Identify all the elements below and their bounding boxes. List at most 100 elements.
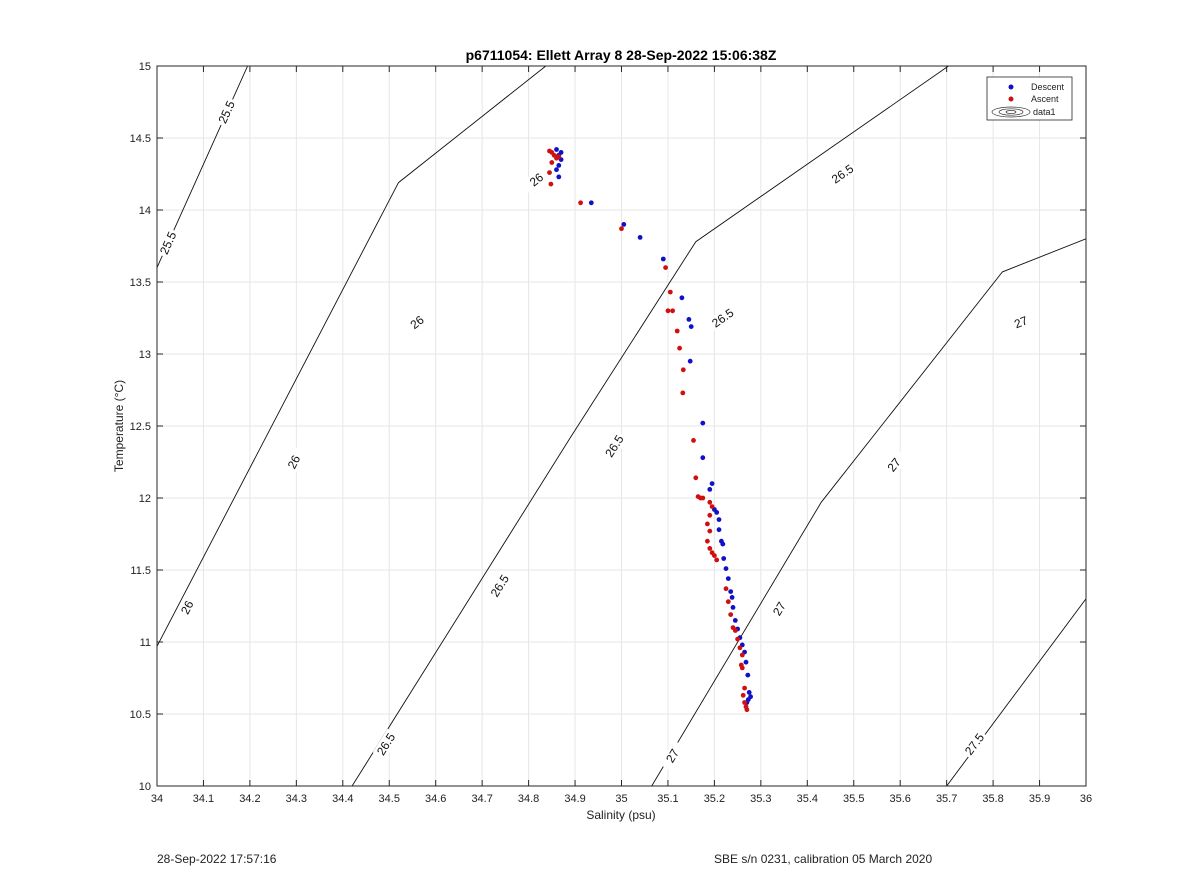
x-tick-label: 36	[1080, 793, 1092, 805]
isopycnal-label-bg	[372, 728, 400, 760]
data-point-ascent	[578, 200, 583, 206]
isopycnal-label-bg	[707, 304, 739, 332]
data-point-descent	[588, 200, 594, 206]
data-point-ascent	[742, 700, 747, 705]
data-point-descent	[707, 487, 713, 492]
isopycnal-label-bg	[486, 570, 514, 602]
data-point-descent	[637, 235, 643, 240]
data-point-ascent	[707, 528, 713, 534]
data-point-descent	[700, 420, 706, 426]
grid	[156, 65, 1087, 787]
x-tick-label: 35.4	[797, 793, 818, 805]
data-point-descent	[723, 566, 729, 571]
x-tick-label: 35.5	[843, 793, 864, 805]
data-point-descent	[554, 147, 559, 152]
y-tick-label: 13.5	[130, 277, 151, 289]
legend-marker-descent	[1008, 84, 1014, 90]
data-point-ascent	[739, 652, 745, 658]
legend-contour-icon	[991, 106, 1031, 118]
data-point-descent	[728, 589, 734, 594]
legend: Descent Ascent data1	[986, 76, 1073, 121]
x-tick-label: 35.8	[982, 793, 1003, 805]
x-tick-label: 35.1	[657, 793, 678, 805]
data-points	[547, 147, 753, 713]
data-point-ascent	[700, 495, 706, 501]
x-tick-label: 34.8	[518, 793, 539, 805]
data-point-descent	[554, 167, 559, 173]
data-point-descent	[746, 690, 752, 695]
isopycnal-line	[651, 238, 1086, 786]
x-axis-label: Salinity (psu)	[586, 808, 655, 822]
x-tick-label: 35.7	[936, 793, 957, 805]
data-point-descent	[721, 556, 727, 561]
x-tick-label: 34.7	[471, 793, 492, 805]
legend-marker-ascent	[1008, 96, 1014, 102]
isopycnal-label: 26	[178, 598, 197, 617]
isopycnal-label-bg	[521, 165, 552, 194]
legend-label-ascent: Ascent	[1031, 94, 1059, 104]
y-tick-label: 14.5	[130, 133, 151, 145]
footer-timestamp: 28-Sep-2022 17:57:16	[157, 852, 277, 866]
data-point-descent	[716, 527, 722, 533]
data-point-descent	[700, 455, 706, 461]
y-tick-label: 12.5	[130, 421, 151, 433]
isopycnal-label-bg	[1005, 310, 1037, 334]
isopycnal-line	[351, 66, 949, 786]
isopycnal-label-bg	[157, 227, 181, 259]
x-tick-label: 34.6	[425, 793, 446, 805]
y-axis-label: Temperature (°C)	[112, 380, 126, 472]
footer-calibration: SBE s/n 0231, calibration 05 March 2020	[714, 852, 933, 866]
isopycnal-label-bg	[174, 591, 200, 624]
legend-label-descent: Descent	[1031, 82, 1065, 92]
axis-ticks: 34 34.1 34.2 34.3 34.4 34.5 34.6 34.7 34.8 34.9 35…	[130, 61, 1093, 805]
data-point-descent	[686, 317, 692, 322]
isopycnal-line	[157, 66, 547, 647]
data-point-ascent	[667, 289, 673, 295]
data-point-descent	[720, 541, 726, 547]
data-point-descent	[714, 510, 720, 515]
data-point-ascent	[709, 504, 715, 509]
x-tick-label: 35.6	[889, 793, 910, 805]
data-point-ascent	[705, 538, 710, 544]
data-point-ascent	[737, 645, 743, 651]
x-tick-label: 35.9	[1029, 793, 1050, 805]
data-point-ascent	[740, 692, 746, 698]
isopycnal-line	[946, 598, 1086, 786]
data-point-descent	[556, 163, 562, 168]
data-point-descent	[743, 659, 749, 665]
x-tick-label: 34.1	[193, 793, 214, 805]
data-point-ascent	[556, 154, 562, 160]
x-tick-label: 35	[615, 793, 627, 805]
x-tick-label: 35.3	[750, 793, 771, 805]
data-point-descent	[730, 605, 736, 610]
y-tick-label: 10.5	[130, 709, 151, 721]
data-point-ascent	[707, 499, 713, 505]
data-point-ascent	[714, 557, 720, 563]
y-tick-label: 10	[139, 781, 151, 793]
isopycnal-label-bg	[960, 728, 989, 760]
isopycnal-label-bg	[880, 449, 909, 481]
isopycnal-label: 27	[1012, 313, 1030, 331]
data-point-ascent	[549, 160, 555, 165]
data-point-descent	[729, 595, 735, 600]
data-point-descent	[725, 576, 731, 581]
data-point-descent	[732, 618, 738, 623]
x-tick-label: 34.3	[286, 793, 307, 805]
legend-label-data1: data1	[1033, 107, 1056, 117]
x-tick-label: 34.5	[379, 793, 400, 805]
isopycnal-label-bg	[281, 446, 307, 478]
data-point-ascent	[548, 181, 554, 187]
data-point-ascent	[680, 390, 686, 396]
data-point-ascent	[725, 599, 731, 605]
data-point-ascent	[742, 685, 747, 691]
y-tick-label: 14	[139, 205, 151, 217]
data-point-descent	[660, 256, 666, 262]
isopycnal-label: 27	[663, 746, 682, 765]
isopycnal-label: 27	[770, 599, 789, 618]
isopycnal-label-bg	[659, 740, 686, 772]
data-point-ascent	[723, 586, 729, 592]
data-point-ascent	[670, 308, 675, 314]
y-tick-label: 11	[140, 637, 151, 649]
data-point-descent	[688, 324, 694, 329]
